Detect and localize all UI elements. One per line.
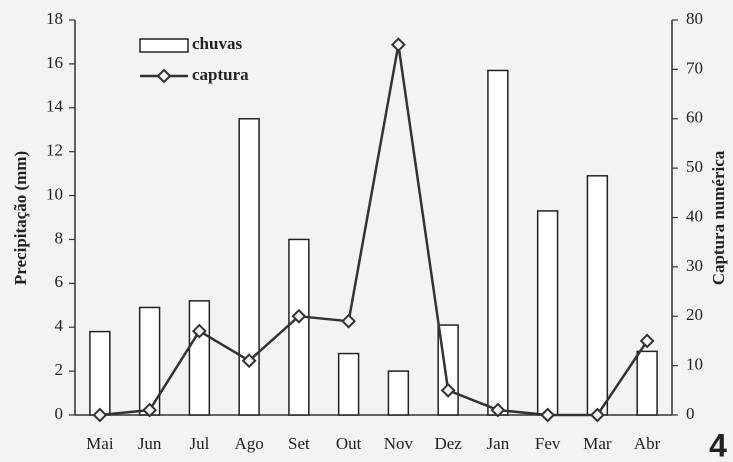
bar (586, 175, 609, 416)
x-tick-label: Nov (384, 434, 414, 453)
marker (639, 333, 655, 349)
x-tick-label: Jun (138, 434, 162, 453)
bar (536, 210, 559, 416)
y-tick-label: 0 (55, 404, 64, 423)
marker (241, 353, 257, 369)
marker (291, 308, 307, 324)
marker (92, 407, 108, 423)
y2-tick-label: 20 (686, 305, 703, 324)
bar (487, 69, 509, 416)
marker (390, 37, 406, 53)
y-tick-label: 4 (55, 316, 64, 335)
y2-tick-label: 0 (686, 404, 695, 423)
y2-tick-label: 50 (686, 157, 703, 176)
y-tick-label: 6 (55, 272, 64, 291)
legend-label: chuvas (192, 34, 242, 53)
legend-label: captura (192, 65, 249, 84)
bar (238, 118, 260, 416)
bar (636, 350, 658, 416)
marker (490, 402, 506, 418)
x-tick-label: Dez (434, 434, 462, 453)
y-tick-label: 12 (46, 141, 63, 160)
bar (288, 238, 310, 416)
x-tick-label: Mai (86, 434, 114, 453)
y-tick-label: 16 (46, 53, 63, 72)
bar (188, 300, 211, 416)
x-tick-label: Jan (487, 434, 510, 453)
x-tick-label: Set (288, 434, 310, 453)
marker (440, 382, 456, 398)
y-tick-label: 2 (55, 360, 64, 379)
x-tick-label: Fev (535, 434, 561, 453)
bar (337, 352, 360, 416)
legend-swatch (139, 38, 189, 53)
y-tick-label: 18 (46, 9, 63, 28)
x-tick-label: Abr (634, 434, 661, 453)
y2-tick-label: 70 (686, 58, 703, 77)
y2-tick-label: 60 (686, 108, 703, 127)
bar (89, 330, 111, 416)
line (99, 44, 649, 417)
y-tick-label: 10 (46, 184, 63, 203)
bar (387, 370, 410, 416)
x-tick-label: Ago (234, 434, 263, 453)
y-tick-label: 8 (55, 228, 64, 247)
marker (341, 313, 357, 329)
x-tick-label: Jul (189, 434, 209, 453)
x-tick-label: Out (336, 434, 362, 453)
marker (589, 407, 605, 423)
y2-axis-label: Captura numérica (709, 150, 728, 285)
y-axis-label: Precipitação (mm) (11, 151, 30, 285)
y-tick-label: 14 (46, 97, 64, 116)
legend-marker (156, 68, 172, 84)
marker (191, 323, 207, 339)
y2-tick-label: 40 (686, 206, 703, 225)
y2-tick-label: 80 (686, 9, 703, 28)
x-tick-label: Mar (583, 434, 612, 453)
annotation: 4 (709, 427, 727, 462)
y2-tick-label: 10 (686, 355, 703, 374)
marker (540, 407, 556, 423)
marker (142, 402, 158, 418)
y2-tick-label: 30 (686, 256, 703, 275)
